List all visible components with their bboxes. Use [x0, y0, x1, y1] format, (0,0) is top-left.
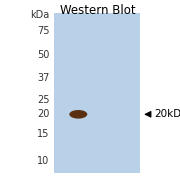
Text: 50: 50	[37, 50, 50, 60]
Text: 25: 25	[37, 95, 50, 105]
Text: 37: 37	[37, 73, 50, 83]
Text: 15: 15	[37, 129, 50, 139]
Text: 75: 75	[37, 26, 50, 37]
Ellipse shape	[69, 110, 87, 119]
Text: Western Blot: Western Blot	[60, 4, 136, 17]
Text: 10: 10	[37, 156, 50, 166]
Text: 20kDa: 20kDa	[154, 109, 180, 119]
Text: 20: 20	[37, 109, 50, 119]
Text: kDa: kDa	[30, 10, 50, 20]
Bar	[54, 13, 140, 173]
